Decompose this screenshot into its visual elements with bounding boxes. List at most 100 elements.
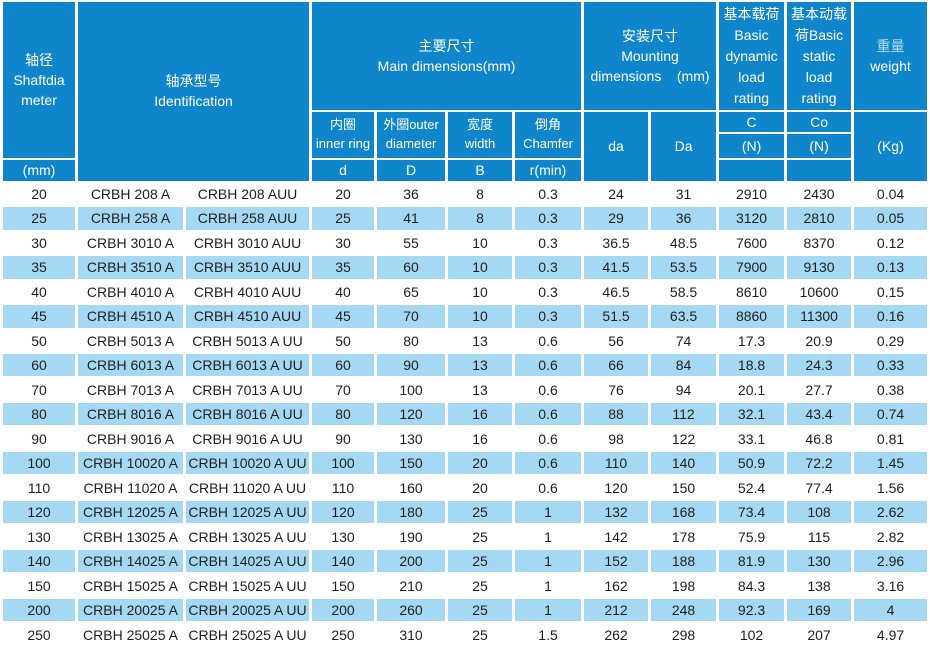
- header-static-load-rating: 基本动载 荷Basic static load rating: [787, 2, 852, 110]
- cell: 70: [377, 305, 446, 328]
- cell: 140: [312, 549, 375, 573]
- header-shaft-diameter: 轴径 Shaftdia meter: [3, 2, 75, 159]
- cell: 0.3: [515, 207, 582, 230]
- table-row: 90 CRBH 9016 A CRBH 9016 A UU 90 130 16 0.6 98 1…: [3, 427, 928, 450]
- cell: 29: [584, 207, 649, 230]
- header-outer-diameter-en: diameter: [385, 136, 437, 152]
- cell: CRBH 6013 A UU: [186, 353, 310, 377]
- cell: 80: [3, 402, 75, 426]
- cell: 8: [448, 182, 513, 206]
- cell: 90: [3, 427, 75, 450]
- header-static-load-l5: rating: [801, 89, 837, 106]
- cell: 92.3: [719, 598, 785, 622]
- cell: 60: [3, 353, 75, 377]
- cell: CRBH 10020 A: [78, 451, 183, 475]
- cell: 36.5: [584, 231, 649, 255]
- header-width: 宽度 width: [448, 112, 513, 159]
- header-identification-en: Identification: [154, 93, 233, 110]
- cell: 100: [377, 378, 446, 401]
- header-chamfer-en: Chamfer: [523, 136, 573, 152]
- cell: CRBH 11020 A UU: [186, 476, 310, 499]
- cell: 8610: [719, 280, 785, 304]
- cell: 0.13: [854, 256, 928, 279]
- cell: 102: [719, 623, 785, 646]
- cell: 18.8: [719, 353, 785, 377]
- cell: 58.5: [651, 280, 717, 304]
- cell: CRBH 15025 A UU: [186, 574, 310, 597]
- cell: 1.56: [854, 476, 928, 499]
- cell: 100: [312, 451, 375, 475]
- cell: 76: [584, 378, 649, 401]
- cell: CRBH 3510 A: [78, 256, 183, 279]
- cell: 0.33: [854, 353, 928, 377]
- header-weight-cn: 重量: [876, 37, 905, 54]
- cell: CRBH 7013 A UU: [186, 378, 310, 401]
- header-co-blank: [787, 160, 852, 181]
- cell: 35: [3, 256, 75, 279]
- cell: 88: [584, 402, 649, 426]
- header-static-load-l3: static: [802, 47, 836, 64]
- header-dynamic-load-l2: Basic: [734, 26, 769, 43]
- cell: 168: [651, 500, 717, 524]
- cell: 160: [377, 476, 446, 499]
- cell: 0.15: [854, 280, 928, 304]
- header-width-cn: 宽度: [467, 117, 494, 133]
- cell: 140: [651, 451, 717, 475]
- cell: 74: [651, 329, 717, 352]
- header-weight-unit: (Kg): [854, 112, 928, 181]
- cell: CRBH 208 A: [78, 182, 183, 206]
- table-row: 20 CRBH 208 A CRBH 208 AUU 20 36 8 0.3 24 31 2910…: [3, 182, 928, 206]
- cell: 16: [448, 402, 513, 426]
- header-width-en: width: [464, 136, 496, 152]
- cell: CRBH 20025 A UU: [186, 598, 310, 622]
- cell: 10600: [787, 280, 852, 304]
- cell: 20: [3, 182, 75, 206]
- header-da-upper: Da: [651, 112, 717, 181]
- cell: 0.04: [854, 182, 928, 206]
- cell: 30: [312, 231, 375, 255]
- header-B-symbol: B: [448, 160, 513, 181]
- cell: 8370: [787, 231, 852, 255]
- table-row: 30 CRBH 3010 A CRBH 3010 AUU 30 55 10 0.3 36.5 4…: [3, 231, 928, 255]
- cell: 50: [312, 329, 375, 352]
- cell: 0.3: [515, 256, 582, 279]
- cell: 94: [651, 378, 717, 401]
- header-dynamic-load-l4: load: [738, 68, 765, 85]
- cell: 66: [584, 353, 649, 377]
- cell: 162: [584, 574, 649, 597]
- table-row: 120 CRBH 12025 A CRBH 12025 A UU 120 180 25 1 1…: [3, 500, 928, 524]
- cell: 70: [3, 378, 75, 401]
- table-row: 140 CRBH 14025 A CRBH 14025 A UU 140 200 25 1 1…: [3, 549, 928, 573]
- table-row: 130 CRBH 13025 A CRBH 13025 A UU 130 190 25 1 1…: [3, 525, 928, 548]
- header-outer-diameter: 外圈outer diameter: [377, 112, 446, 159]
- cell: 3120: [719, 207, 785, 230]
- cell: CRBH 8016 A UU: [186, 402, 310, 426]
- cell: 48.5: [651, 231, 717, 255]
- cell: 25: [448, 598, 513, 622]
- cell: 260: [377, 598, 446, 622]
- cell: 0.74: [854, 402, 928, 426]
- cell: 112: [651, 402, 717, 426]
- header-shaft-diameter-cn: 轴径: [25, 51, 53, 68]
- table-row: 200 CRBH 20025 A CRBH 20025 A UU 200 260 25 1 2…: [3, 598, 928, 622]
- cell: 0.29: [854, 329, 928, 352]
- cell: 35: [312, 256, 375, 279]
- header-d-symbol: d: [312, 160, 375, 181]
- cell: CRBH 20025 A: [78, 598, 183, 622]
- header-inner-ring-cn: 内圈: [330, 117, 357, 133]
- cell: 2.96: [854, 549, 928, 573]
- cell: 298: [651, 623, 717, 646]
- cell: 90: [377, 353, 446, 377]
- cell: CRBH 4010 AUU: [186, 280, 310, 304]
- cell: 25: [448, 525, 513, 548]
- cell: 130: [787, 549, 852, 573]
- cell: 33.1: [719, 427, 785, 450]
- cell: CRBH 25025 A: [78, 623, 183, 646]
- header-main-dimensions-en: Main dimensions(mm): [377, 58, 516, 74]
- cell: 13: [448, 378, 513, 401]
- header-shaft-diameter-en2: meter: [21, 92, 57, 109]
- cell: 262: [584, 623, 649, 646]
- cell: 40: [312, 280, 375, 304]
- cell: 20.9: [787, 329, 852, 352]
